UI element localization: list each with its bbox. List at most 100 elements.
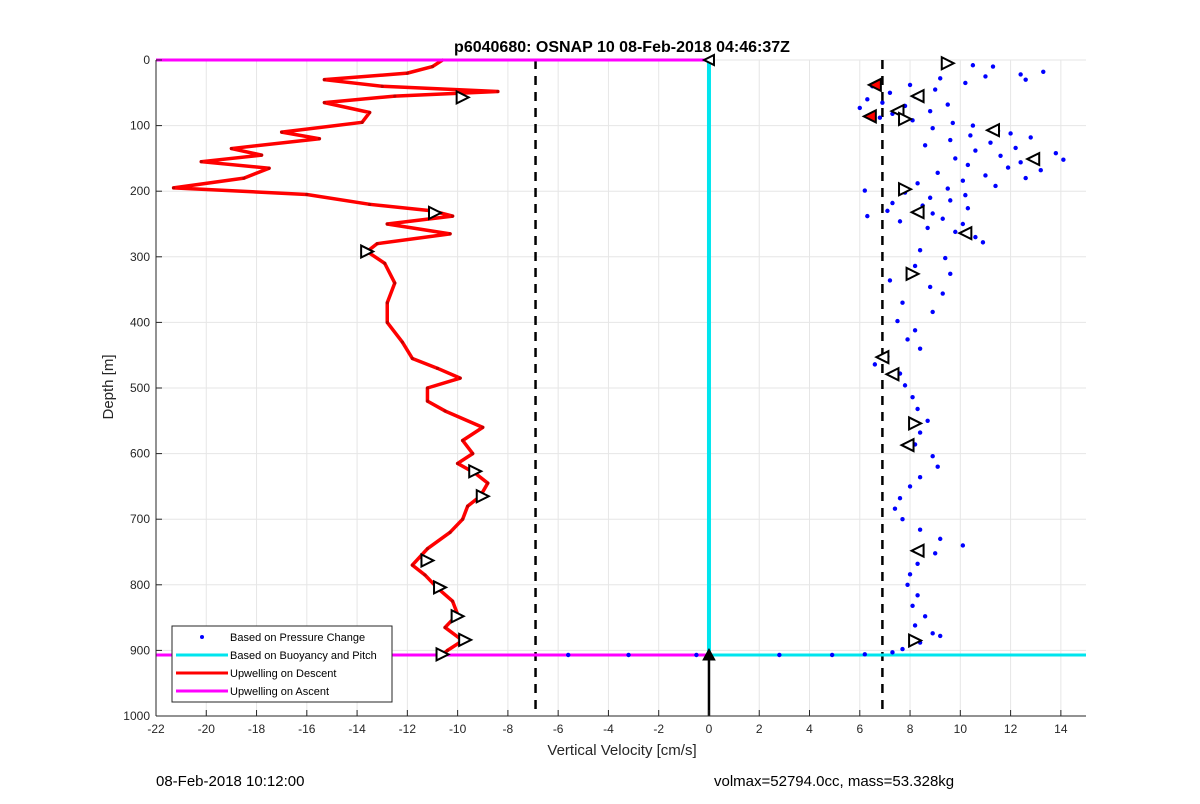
plot-area [156,53,1086,716]
pressure-point [940,216,945,221]
descent-point [280,130,284,134]
x-axis-label: Vertical Velocity [cm/s] [547,742,696,759]
descent-marker [458,632,474,648]
pressure-point [626,652,631,658]
descent-point [410,356,414,361]
pressure-point [917,475,923,480]
pressure-point [927,108,933,114]
descent-point [259,153,264,157]
descent-point [486,481,490,485]
pressure-point [973,234,978,240]
pressure-point [927,284,933,290]
x-tick-label: -10 [449,722,467,736]
bottom-marker [702,647,716,661]
pressure-point [930,631,935,636]
x-tick-label: 14 [1054,722,1068,736]
y-tick-label: 500 [130,381,150,395]
pressure-point [1061,157,1066,162]
descent-point [393,94,397,98]
pressure-point [910,603,915,608]
pressure-marker [909,204,925,220]
pressure-point [963,192,968,198]
pressure-point [965,162,971,168]
pressure-point [907,572,913,577]
descent-velocity-line [171,58,500,656]
pressure-point [915,406,920,412]
descent-point [456,461,460,466]
pressure-point [948,198,953,203]
chart-title: p6040680: OSNAP 10 08-Feb-2018 04:46:37Z [454,39,790,56]
legend-label: Upwelling on Ascent [230,686,329,698]
pressure-point [1023,175,1028,181]
descent-point [322,78,327,82]
pressure-point [566,652,571,658]
pressure-point [1018,160,1023,165]
y-tick-label: 100 [130,119,150,133]
descent-point [385,222,389,226]
pressure-marker [905,266,921,282]
pressure-point [912,263,918,269]
pressure-marker [940,55,956,71]
descent-point [443,409,447,413]
pressure-point [862,188,868,193]
descent-point [171,186,176,190]
descent-point [461,438,465,443]
pressure-point [953,156,958,161]
x-tick-label: -6 [553,722,564,736]
descent-point [393,281,397,285]
descent-marker [433,579,449,596]
pressure-point [912,623,918,628]
pressure-marker [957,225,973,241]
pressure-point [900,517,905,522]
y-tick-label: 400 [130,315,150,329]
pressure-point [872,362,878,367]
pressure-point [1013,145,1018,151]
pressure-point [917,527,923,532]
pressure-marker [899,437,915,453]
x-tick-label: -22 [147,722,165,736]
legend-label: Based on Buoyancy and Pitch [230,650,377,662]
pressure-point [890,650,895,655]
descent-point [430,64,435,69]
pressure-point [865,97,870,102]
descent-point [450,599,455,603]
x-tick-label: -18 [248,722,266,736]
pressure-point [973,148,978,153]
pressure-point [887,278,893,283]
pressure-marker-highlighted [866,77,882,93]
pressure-point [1018,72,1023,77]
pressure-marker [908,632,924,649]
pressure-point [945,102,950,107]
pressure-point [980,240,986,245]
descent-marker [360,243,376,260]
descent-point [410,563,414,567]
descent-point [385,320,389,324]
pressure-marker [874,349,890,365]
pressure-point [938,76,943,81]
x-tick-label: -4 [603,722,614,736]
axes: -22 -20 -18 -16 -14 -12 -10 -8 -6 -4 -2 0 2 4 6 8 10 12 14… [123,53,1086,736]
pressure-point [915,181,920,186]
pressure-point [915,561,920,567]
descent-point [383,261,387,265]
pressure-point [970,123,976,128]
pressure-point [983,173,988,178]
pressure-marker-highlighted [861,108,877,125]
descent-point [458,376,462,380]
pressure-point [902,383,908,388]
pressure-point [935,170,940,176]
pressure-point [880,100,885,105]
y-tick-label: 600 [130,447,150,461]
y-tick-label: 1000 [123,709,150,723]
descent-point [368,110,372,115]
x-tick-label: 8 [907,722,914,736]
pressure-point [938,633,943,639]
pressure-point [857,105,862,111]
descent-point [405,71,409,75]
descent-marker [435,646,451,662]
pressure-marker [909,88,925,104]
pressure-point [865,213,870,219]
pressure-point [988,140,993,145]
pressure-point [938,536,943,542]
pressure-marker [898,111,914,127]
